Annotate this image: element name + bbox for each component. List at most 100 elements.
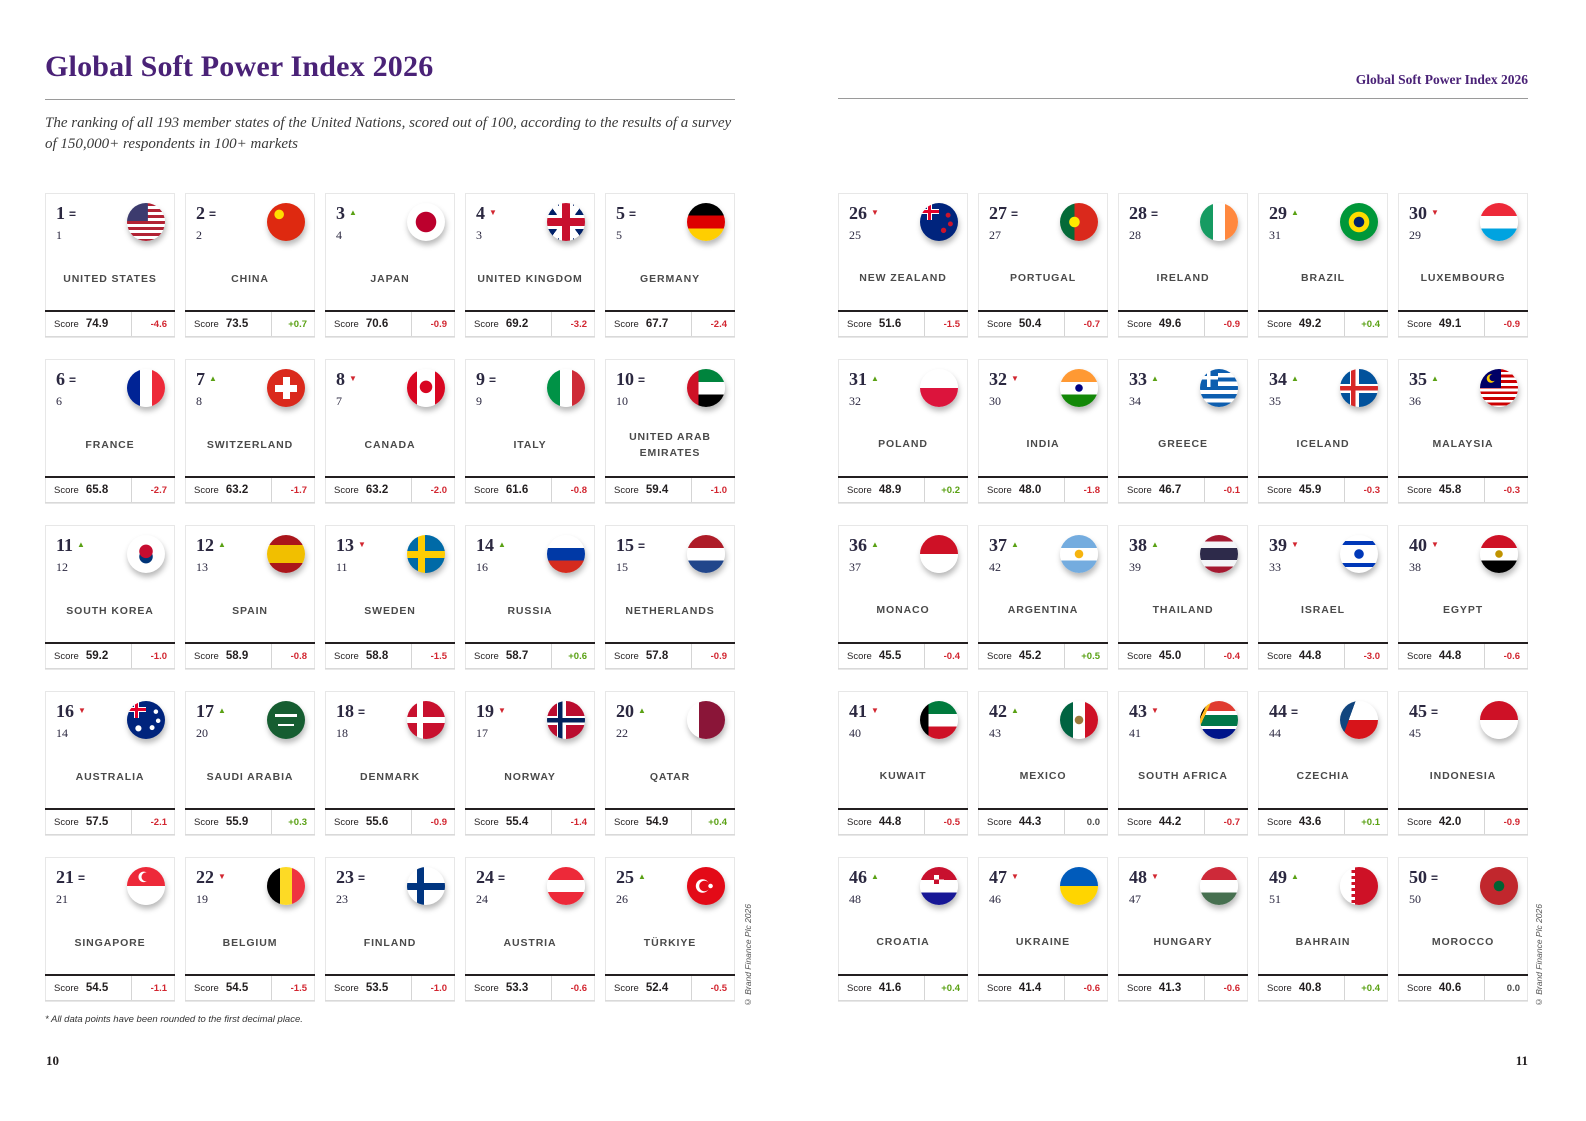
country-card: 44 = 44 CZECHIA Score 43.6 +0.1 [1258, 691, 1388, 836]
rank-number: 33 [1129, 369, 1147, 389]
score-change: -0.1 [1204, 478, 1248, 502]
score-change: -0.6 [1064, 976, 1108, 1000]
country-name-text: ICELAND [1296, 438, 1350, 451]
card-top: 31 ▲ 32 POLAND [839, 360, 967, 476]
country-name-text: CROATIA [876, 936, 930, 949]
rank-number: 50 [1409, 867, 1427, 887]
score-bar: Score 45.5 -0.4 [838, 642, 968, 669]
score-value: 70.6 [365, 318, 389, 331]
score-bar: Score 45.8 -0.3 [1398, 476, 1528, 503]
score-change: -4.6 [131, 312, 175, 337]
score-change: -2.1 [131, 810, 175, 835]
score-bar: Score 41.4 -0.6 [978, 974, 1108, 1001]
card-top: 42 ▲ 43 MEXICO [979, 692, 1107, 808]
score-change: +0.4 [1344, 312, 1388, 336]
rank-number: 16 [56, 701, 74, 722]
rank-line: 41 ▼ [849, 701, 957, 722]
score-bar: Score 42.0 -0.9 [1398, 808, 1528, 835]
rank-line: 40 ▼ [1409, 535, 1517, 556]
country-name-text: RUSSIA [507, 604, 553, 617]
score-bar: Score 65.8 -2.7 [45, 476, 175, 504]
score-label: Score [334, 816, 359, 828]
score-change: -1.7 [271, 478, 315, 503]
country-card: 20 ▲ 22 QATAR Score 54.9 +0.4 [605, 691, 735, 837]
score-change: -0.9 [1484, 312, 1528, 336]
card-top: 1 = 1 UNITED STATES [46, 194, 174, 310]
flag-at-icon [547, 867, 585, 906]
score-label: Score [54, 318, 79, 330]
country-name: GERMANY [611, 252, 729, 305]
score-label: Score [54, 816, 79, 828]
score-value: 67.7 [645, 318, 669, 331]
country-card: 24 = 24 AUSTRIA Score 53.3 -0.6 [465, 857, 595, 1003]
country-card: 7 ▲ 8 SWITZERLAND Score 63.2 -1.7 [185, 359, 315, 505]
score-value: 54.9 [645, 816, 669, 829]
country-name: ARGENTINA [984, 584, 1102, 637]
rank-number: 21 [56, 867, 74, 888]
score-value: 45.8 [1438, 484, 1462, 496]
previous-rank: 48 [849, 892, 861, 906]
flag-it-icon [547, 369, 585, 408]
score-change: -1.0 [691, 478, 735, 503]
country-name: POLAND [844, 418, 962, 471]
country-name-text: ISRAEL [1301, 604, 1345, 617]
score-bar: Score 50.4 -0.7 [978, 310, 1108, 337]
country-name-text: NORWAY [504, 770, 556, 783]
score-bar: Score 63.2 -2.0 [325, 476, 455, 504]
flag-eg-icon [1480, 535, 1518, 573]
rank-line: 45 = [1409, 701, 1517, 722]
rank-line: 11 ▲ [56, 535, 164, 556]
movement-up-icon: ▲ [1151, 540, 1159, 549]
country-name: EGYPT [1404, 584, 1522, 637]
score-change: -3.2 [551, 312, 595, 337]
card-top: 19 ▼ 17 NORWAY [466, 692, 594, 808]
country-name-text: NETHERLANDS [625, 604, 715, 617]
rank-number: 49 [1269, 867, 1287, 887]
card-top: 45 = 45 INDONESIA [1399, 692, 1527, 808]
score-value: 44.2 [1158, 816, 1182, 828]
flag-se-icon [407, 535, 445, 574]
country-name: INDONESIA [1404, 750, 1522, 803]
score-label: Score [474, 816, 499, 828]
card-top: 20 ▲ 22 QATAR [606, 692, 734, 808]
footnote: * All data points have been rounded to t… [45, 1014, 303, 1026]
movement-up-icon: ▲ [349, 208, 357, 218]
movement-same-icon: = [69, 207, 77, 222]
country-name-text: QATAR [649, 770, 691, 783]
score-value: 63.2 [225, 484, 249, 497]
country-card: 40 ▼ 38 EGYPT Score 44.8 -0.6 [1398, 525, 1528, 670]
rank-number: 23 [336, 867, 354, 888]
country-card: 38 ▲ 39 THAILAND Score 45.0 -0.4 [1118, 525, 1248, 670]
score-change: -2.4 [691, 312, 735, 337]
flag-ae-icon [687, 369, 725, 408]
rank-number: 44 [1269, 701, 1287, 721]
movement-up-icon: ▲ [1011, 540, 1019, 549]
country-name: SINGAPORE [51, 916, 169, 969]
movement-up-icon: ▲ [1011, 706, 1019, 715]
rank-line: 44 = [1269, 701, 1377, 722]
score-label: Score [847, 816, 872, 828]
country-card: 26 ▼ 25 NEW ZEALAND Score 51.6 -1.5 [838, 193, 968, 338]
flag-qa-icon [687, 701, 725, 740]
movement-down-icon: ▼ [1431, 540, 1439, 549]
score-bar: Score 44.3 0.0 [978, 808, 1108, 835]
previous-rank: 22 [616, 726, 628, 741]
rank-number: 43 [1129, 701, 1147, 721]
country-name-text: FINLAND [363, 936, 417, 949]
score-value: 58.9 [225, 650, 249, 663]
rank-line: 31 ▲ [849, 369, 957, 390]
previous-rank: 51 [1269, 892, 1281, 906]
rank-line: 27 = [989, 203, 1097, 224]
score-value: 61.6 [505, 484, 529, 497]
previous-rank: 2 [196, 228, 202, 243]
card-top: 24 = 24 AUSTRIA [466, 858, 594, 974]
running-header: Global Soft Power Index 2026 [1355, 72, 1528, 87]
card-top: 40 ▼ 38 EGYPT [1399, 526, 1527, 642]
rank-line: 42 ▲ [989, 701, 1097, 722]
card-top: 10 = 10 UNITED ARAB EMIRATES [606, 360, 734, 476]
score-label: Score [1127, 816, 1152, 828]
score-change: -0.9 [691, 644, 735, 669]
country-name-text: LUXEMBOURG [1420, 272, 1506, 285]
score-label: Score [847, 982, 872, 994]
country-name-text: BAHRAIN [1295, 936, 1351, 949]
